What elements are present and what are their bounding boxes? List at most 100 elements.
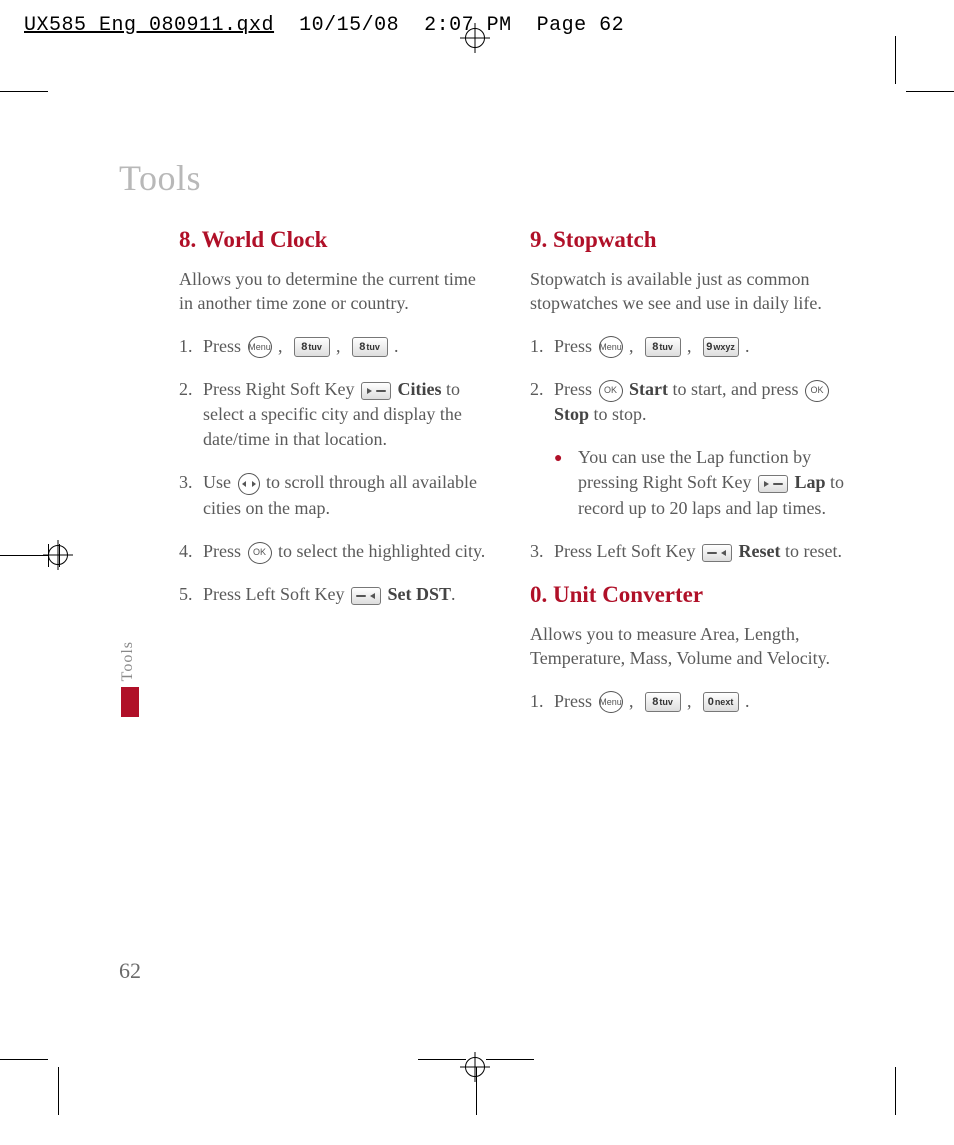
bold-label: Reset (738, 541, 780, 561)
text: Press (554, 336, 597, 356)
key-9-icon: 9wxyz (703, 337, 739, 357)
key-digit: 8 (359, 340, 365, 355)
section-heading-unit-converter: 0. Unit Converter (530, 582, 845, 608)
key-8-icon: 8tuv (645, 692, 681, 712)
text: Use (203, 472, 236, 492)
step-5: 5. Press Left Soft Key Set DST. (179, 582, 494, 607)
left-column: 8. World Clock Allows you to determine t… (179, 227, 494, 732)
registration-mark (465, 28, 485, 48)
left-soft-key-icon (702, 544, 732, 562)
bullet-body: You can use the Lap function by pressing… (578, 445, 845, 521)
step-number: 1. (530, 334, 554, 359)
step-3: 3. Press Left Soft Key Reset to reset. (530, 539, 845, 564)
intro-text: Allows you to measure Area, Length, Temp… (530, 622, 845, 671)
intro-text: Stopwatch is available just as common st… (530, 267, 845, 316)
ok-key-icon: OK (248, 542, 272, 564)
key-letters: tuv (659, 696, 673, 709)
menu-key-icon: Menu (248, 336, 272, 358)
print-slug: UX585_Eng_080911.qxd 10/15/08 2:07 PM Pa… (24, 14, 624, 37)
key-letters: tuv (659, 341, 673, 354)
step-number: 4. (179, 539, 203, 564)
crop-mark (58, 1067, 59, 1115)
text: Press Right Soft Key (203, 379, 359, 399)
bullet-icon: ● (554, 445, 578, 521)
bold-label: Stop (554, 404, 589, 424)
ok-key-icon: OK (805, 380, 829, 402)
intro-text: Allows you to determine the current time… (179, 267, 494, 316)
page-number: 62 (119, 958, 141, 984)
step-body: Press Menu , 8tuv , 0next . (554, 689, 845, 714)
crop-mark (0, 555, 48, 556)
step-3: 3. Use to scroll through all available c… (179, 470, 494, 520)
crop-mark (0, 1059, 48, 1060)
step-body: Use to scroll through all available citi… (203, 470, 494, 520)
text: to stop. (589, 404, 647, 424)
text: . (745, 691, 750, 711)
menu-key-icon: Menu (599, 691, 623, 713)
step-2: 2. Press OK Start to start, and press OK… (530, 377, 845, 427)
menu-key-icon: Menu (599, 336, 623, 358)
crop-mark (486, 1059, 534, 1060)
bold-label: Lap (795, 472, 826, 492)
key-digit: 0 (708, 695, 714, 710)
section-heading-stopwatch: 9. Stopwatch (530, 227, 845, 253)
page-title: Tools (119, 157, 201, 199)
crop-mark (0, 91, 48, 92)
step-body: Press Left Soft Key Reset to reset. (554, 539, 845, 564)
text: Press (203, 336, 246, 356)
text: . (745, 336, 750, 356)
text: to start, and press (668, 379, 803, 399)
step-number: 5. (179, 582, 203, 607)
slug-filename: UX585_Eng_080911.qxd (24, 14, 274, 37)
key-letters: tuv (308, 341, 322, 354)
step-body: Press Right Soft Key Cities to select a … (203, 377, 494, 453)
key-digit: 8 (301, 340, 307, 355)
bold-label: Start (629, 379, 668, 399)
bold-label: Set DST (387, 584, 451, 604)
step-2: 2. Press Right Soft Key Cities to select… (179, 377, 494, 453)
section-heading-world-clock: 8. World Clock (179, 227, 494, 253)
text: Press Left Soft Key (554, 541, 700, 561)
step-1: 1. Press Menu , 8tuv , 0next . (530, 689, 845, 714)
ok-key-icon: OK (599, 380, 623, 402)
nav-key-icon (238, 473, 260, 495)
page-area: Tools Tools 8. World Clock Allows you to… (59, 91, 895, 1054)
step-number: 1. (530, 689, 554, 714)
step-body: Press OK to select the highlighted city. (203, 539, 494, 564)
key-letters: tuv (366, 341, 380, 354)
bold-label: Cities (398, 379, 442, 399)
crop-mark (895, 1067, 896, 1115)
text: Press (203, 541, 246, 561)
crop-mark (418, 1059, 466, 1060)
text: Press (554, 379, 597, 399)
left-soft-key-icon (351, 587, 381, 605)
step-number: 2. (179, 377, 203, 453)
right-soft-key-icon (361, 382, 391, 400)
step-body: Press Menu , 8tuv , 8tuv . (203, 334, 494, 359)
step-number: 3. (530, 539, 554, 564)
key-8-icon: 8tuv (294, 337, 330, 357)
side-tab-label: Tools (119, 641, 137, 681)
step-4: 4. Press OK to select the highlighted ci… (179, 539, 494, 564)
slug-date: 10/15/08 (299, 14, 399, 37)
bullet-item: ● You can use the Lap function by pressi… (554, 445, 845, 521)
step-body: Press Menu , 8tuv , 9wxyz . (554, 334, 845, 359)
crop-mark (906, 91, 954, 92)
text: . (394, 336, 399, 356)
text: to reset. (780, 541, 841, 561)
side-tab: Tools (119, 641, 141, 717)
text: Press Left Soft Key (203, 584, 349, 604)
right-column: 9. Stopwatch Stopwatch is available just… (530, 227, 845, 732)
text: . (451, 584, 456, 604)
step-number: 3. (179, 470, 203, 520)
key-8-icon: 8tuv (645, 337, 681, 357)
step-body: Press OK Start to start, and press OK St… (554, 377, 845, 427)
slug-page: Page 62 (537, 14, 625, 37)
key-letters: next (715, 696, 734, 709)
text: to select the highlighted city. (278, 541, 485, 561)
step-1: 1. Press Menu , 8tuv , 9wxyz . (530, 334, 845, 359)
registration-mark (465, 1057, 485, 1077)
key-digit: 9 (706, 340, 712, 355)
text: Press (554, 691, 597, 711)
side-tab-bar (121, 687, 139, 717)
